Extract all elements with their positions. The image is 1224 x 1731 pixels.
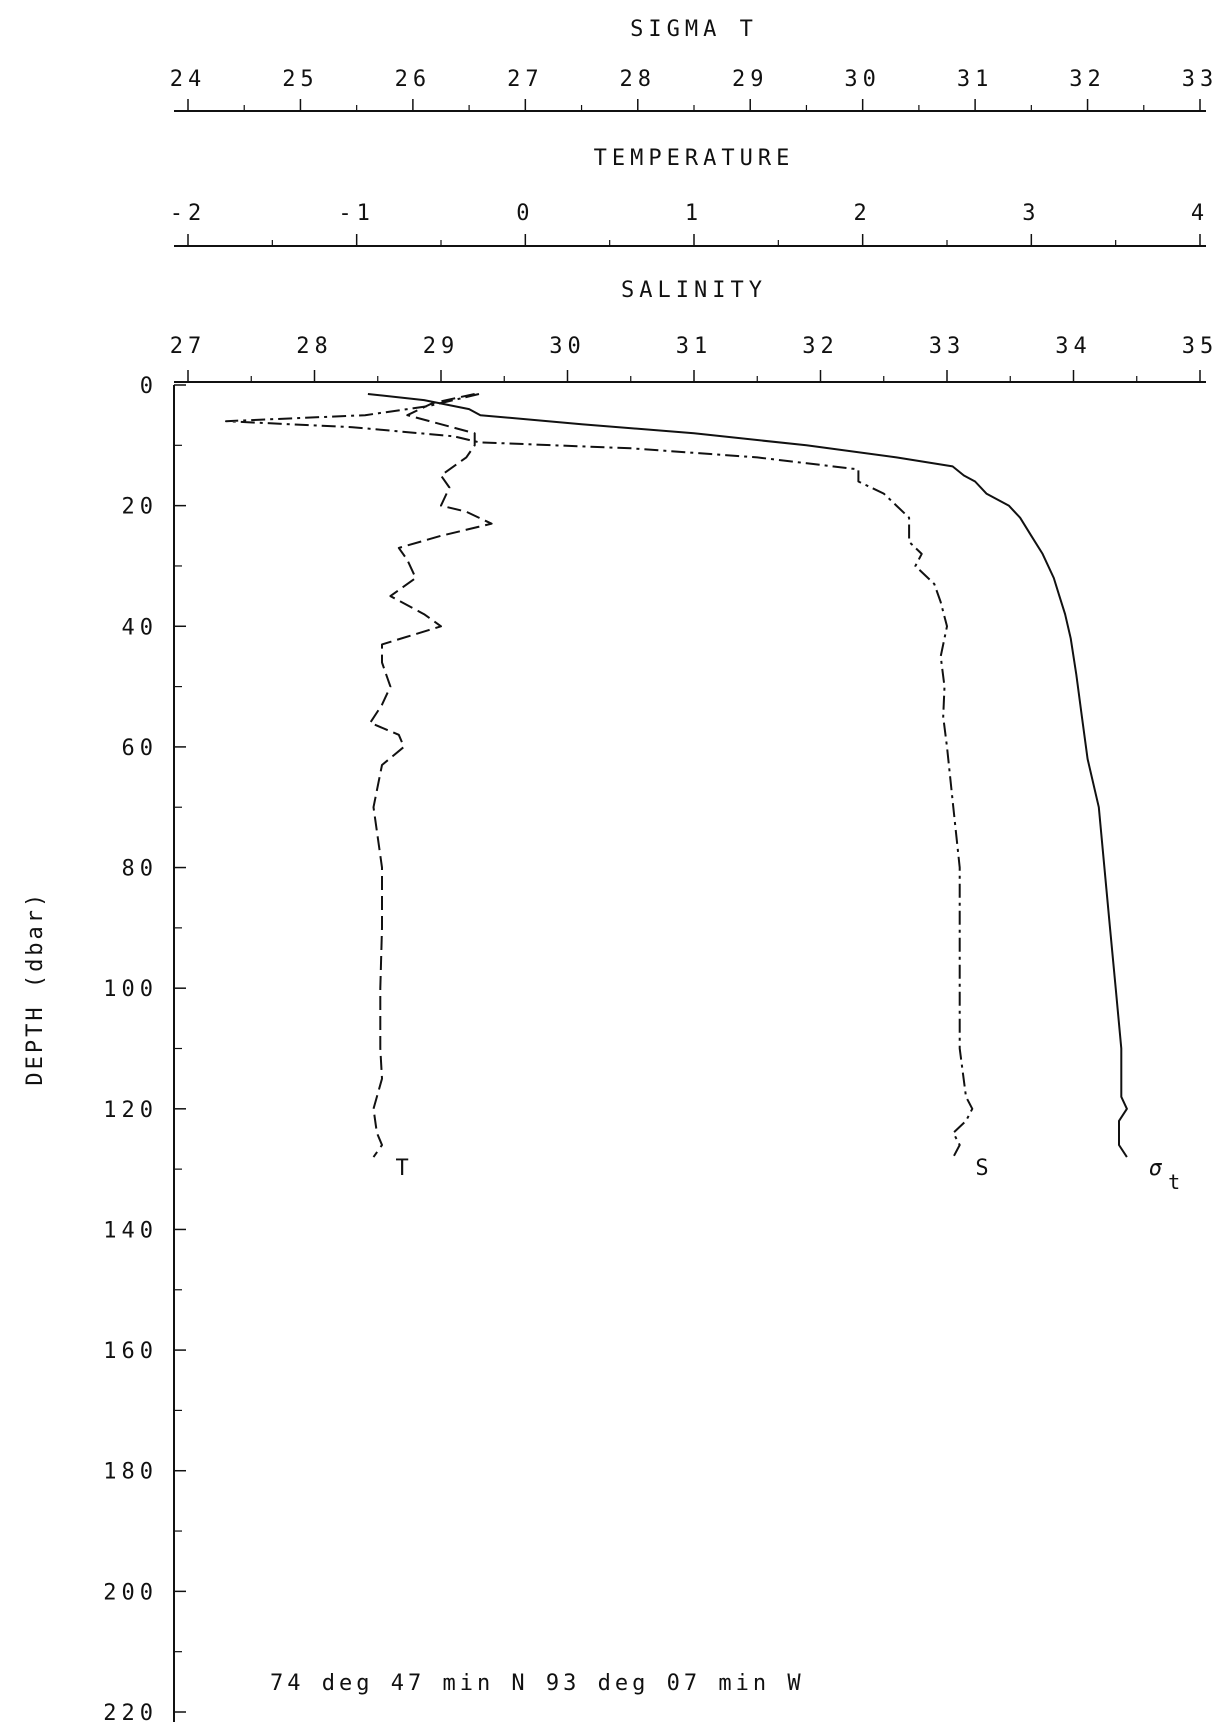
tick-label-temperature: 4 xyxy=(1191,201,1209,226)
depth-axis-label: DEPTH (dbar) xyxy=(23,891,48,1086)
curve-label-sigma-t: σt xyxy=(1149,1156,1180,1194)
depth-tick-label: 140 xyxy=(103,1218,158,1243)
depth-tick-label: 60 xyxy=(122,736,159,761)
series-line-s xyxy=(225,393,974,1158)
axis-title-temperature: TEMPERATURE xyxy=(594,146,795,171)
tick-label-salinity: 28 xyxy=(296,334,333,359)
tick-label-sigma-t: 28 xyxy=(620,67,657,92)
axis-title-salinity: SALINITY xyxy=(621,278,767,303)
tick-label-salinity: 31 xyxy=(676,334,713,359)
tick-label-sigma-t: 27 xyxy=(507,67,544,92)
tick-label-sigma-t: 32 xyxy=(1069,67,1106,92)
tick-label-temperature: 0 xyxy=(516,201,534,226)
depth-tick-label: 80 xyxy=(122,857,159,882)
series-line-sigma-t xyxy=(367,393,1128,1158)
tick-label-temperature: 3 xyxy=(1022,201,1040,226)
tick-label-salinity: 34 xyxy=(1055,334,1092,359)
tick-label-salinity: 33 xyxy=(929,334,966,359)
depth-tick-label: 20 xyxy=(122,495,159,520)
tick-label-sigma-t: 24 xyxy=(170,67,207,92)
tick-label-temperature: -2 xyxy=(170,201,207,226)
top-axis-temperature: TEMPERATURE -2 -1 0 1 2 3 4 xyxy=(170,146,1209,247)
depth-tick-label: 220 xyxy=(103,1701,158,1726)
top-axis-salinity: SALINITY 27 28 29 30 31 32 33 34 35 xyxy=(170,278,1219,383)
depth-tick-label: 40 xyxy=(122,615,159,640)
series-line-t xyxy=(369,393,493,1158)
axis-title-sigma-t: SIGMA T xyxy=(630,17,758,42)
curve-label-s: S xyxy=(975,1156,988,1181)
depth-axis: 0 20 40 60 80 100 120 140 160 180 200 220 DEPTH (dba… xyxy=(23,374,186,1726)
depth-tick-label: 180 xyxy=(103,1460,158,1485)
tick-label-sigma-t: 25 xyxy=(282,67,319,92)
tick-label-sigma-t: 30 xyxy=(844,67,881,92)
depth-tick-label: 200 xyxy=(103,1580,158,1605)
tick-label-sigma-t: 33 xyxy=(1182,67,1219,92)
tick-label-sigma-t: 29 xyxy=(732,67,769,92)
tick-label-salinity: 29 xyxy=(423,334,460,359)
tick-label-temperature: 2 xyxy=(854,201,872,226)
tick-label-temperature: 1 xyxy=(685,201,703,226)
depth-tick-label: 160 xyxy=(103,1339,158,1364)
tick-label-temperature: -1 xyxy=(338,201,375,226)
tick-label-salinity: 27 xyxy=(170,334,207,359)
top-axis-sigma-t: SIGMA T 24 25 26 27 28 29 30 31 32 33 xyxy=(170,17,1219,112)
curve-label-t: T xyxy=(396,1156,409,1181)
station-coordinates: 74 deg 47 min N 93 deg 07 min W xyxy=(270,1671,805,1696)
tick-label-sigma-t: 31 xyxy=(957,67,994,92)
depth-tick-label: 100 xyxy=(103,977,158,1002)
depth-tick-label: 0 xyxy=(140,374,158,399)
tick-label-sigma-t: 26 xyxy=(395,67,432,92)
tick-label-salinity: 35 xyxy=(1182,334,1219,359)
depth-tick-label: 120 xyxy=(103,1098,158,1123)
tick-label-salinity: 30 xyxy=(549,334,586,359)
tick-label-salinity: 32 xyxy=(802,334,839,359)
